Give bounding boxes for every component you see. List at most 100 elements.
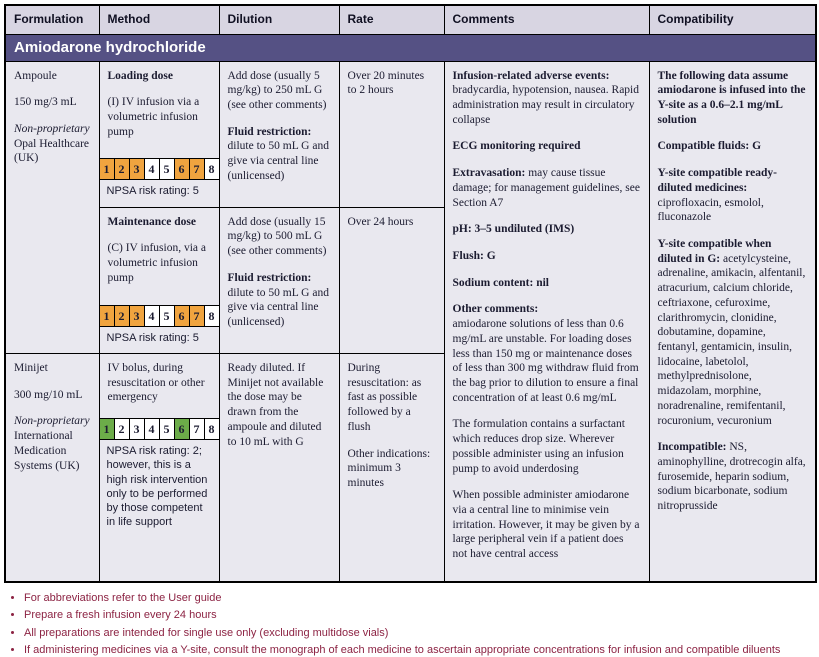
comment-extravasation: Extravasation: may cause tissue damage; … xyxy=(452,167,640,209)
npsa-scale-cell-7: 7 xyxy=(189,419,205,439)
npsa-scale-cell-6: 6 xyxy=(174,159,190,180)
row-ampoule-maintenance: Maintenance dose (C) IV infusion, via a … xyxy=(5,206,816,355)
rate-text: Over 20 minutes to 2 hours xyxy=(347,69,425,97)
comment-other: Other comments: amiodarone solutions of l… xyxy=(452,303,639,404)
rate-iv-bolus: During resuscitation: as fast as possibl… xyxy=(338,352,445,583)
compat-diluted-in-g: Y-site compatible when diluted in G: ace… xyxy=(657,237,806,427)
npsa-scale-cell-2: 2 xyxy=(114,159,130,180)
npsa-scale-cell-3: 3 xyxy=(129,159,145,180)
comment-surfactant: The formulation contains a surfactant wh… xyxy=(452,418,625,475)
npsa-scale-cell-5: 5 xyxy=(159,419,175,439)
row-minijet-bolus: Minijet 300 mg/10 mL Non-proprietary Int… xyxy=(4,352,816,583)
comment-sodium: Sodium content: nil xyxy=(452,276,550,289)
formulation-supplier: International Medication Systems (UK) xyxy=(14,430,80,472)
col-header-dilution: Dilution xyxy=(218,4,340,35)
formulation-ampoule: Ampoule 150 mg/3 mL Non-proprietary Opal… xyxy=(4,60,100,354)
compat-fluids: Compatible fluids: G xyxy=(657,140,762,153)
npsa-scale-cell-4: 4 xyxy=(144,419,160,439)
method-title: Loading dose xyxy=(107,69,174,82)
comment-central-line: When possible administer amiodarone via … xyxy=(452,489,640,561)
compatibility-cell: The following data assume amiodarone is … xyxy=(648,60,817,583)
method-title: Maintenance dose xyxy=(107,215,196,228)
npsa-scale-cell-1: 1 xyxy=(100,419,115,439)
npsa-scale-cell-8: 8 xyxy=(204,305,218,326)
dilution-text: Add dose (usually 5 mg/kg) to 250 mL G (… xyxy=(227,69,327,111)
method-description: Loading dose (I) IV infusion via a volum… xyxy=(100,62,218,158)
compat-ready-diluted: Y-site compatible ready-diluted medicine… xyxy=(657,167,777,224)
npsa-scale-cell-7: 7 xyxy=(189,305,205,326)
npsa-scale-cell-8: 8 xyxy=(204,159,218,180)
dilution-iv-bolus: Ready diluted. If Minijet not available … xyxy=(218,352,340,583)
comment-adverse-events: Infusion-related adverse events: bradyca… xyxy=(452,69,640,126)
npsa-scale-cell-5: 5 xyxy=(159,159,175,180)
method-loading-dose: Loading dose (I) IV infusion via a volum… xyxy=(98,60,220,208)
dilution-maintenance-dose: Add dose (usually 15 mg/kg) to 500 mL G … xyxy=(218,206,340,355)
formulation-licence: Non-proprietary xyxy=(14,122,90,135)
dilution-fluid-restriction: Fluid restriction: dilute to 50 mL G and… xyxy=(227,125,329,182)
npsa-scale-cell-2: 2 xyxy=(114,305,130,326)
compat-incompatible: Incompatible: NS, aminophylline, drotrec… xyxy=(657,441,806,513)
col-header-compatibility: Compatibility xyxy=(648,4,817,35)
comment-ecg: ECG monitoring required xyxy=(452,140,581,153)
dilution-fluid-restriction: Fluid restriction: dilute to 50 mL G and… xyxy=(227,271,329,329)
method-text: IV bolus, during resuscitation or other … xyxy=(107,362,205,404)
formulation-form: Minijet xyxy=(14,362,48,374)
formulation-form: Ampoule xyxy=(14,69,57,82)
method-maintenance-dose: Maintenance dose (C) IV infusion, via a … xyxy=(98,206,220,355)
npsa-scale-cell-7: 7 xyxy=(189,159,205,180)
col-header-method: Method xyxy=(98,4,220,35)
comments-cell: Infusion-related adverse events: bradyca… xyxy=(443,60,650,583)
footnote-fresh-infusion: Prepare a fresh infusion every 24 hours xyxy=(24,608,815,622)
dilution-loading-dose: Add dose (usually 5 mg/kg) to 250 mL G (… xyxy=(218,60,340,208)
rate-other-indications: Other indications: minimum 3 minutes xyxy=(347,447,431,490)
dilution-text: Add dose (usually 15 mg/kg) to 500 mL G … xyxy=(227,215,327,258)
npsa-scale-cell-1: 1 xyxy=(100,305,115,326)
npsa-risk-rating: NPSA risk rating: 5 xyxy=(106,331,199,344)
formulation-licence: Non-proprietary xyxy=(14,415,90,428)
formulation-strength: 150 mg/3 mL xyxy=(14,96,77,109)
footnote-single-use: All preparations are intended for single… xyxy=(24,626,815,640)
col-header-rate: Rate xyxy=(338,4,445,35)
npsa-risk-rating: NPSA risk rating: 5 xyxy=(106,185,199,198)
npsa-scale-cell-5: 5 xyxy=(159,305,175,326)
rate-maintenance-dose: Over 24 hours xyxy=(338,206,445,355)
medicine-table: Formulation Method Dilution Rate Comment… xyxy=(4,4,817,583)
npsa-scale-cell-8: 8 xyxy=(204,419,218,439)
npsa-scale-cell-4: 4 xyxy=(144,159,160,180)
formulation-minijet: Minijet 300 mg/10 mL Non-proprietary Int… xyxy=(4,352,100,583)
npsa-scale-cell-6: 6 xyxy=(174,305,190,326)
npsa-scale-cell-1: 1 xyxy=(100,159,115,180)
footnote-y-site: If administering medicines via a Y-site,… xyxy=(24,643,815,657)
drug-title-row: Amiodarone hydrochloride xyxy=(4,33,817,62)
drug-name: Amiodarone hydrochloride xyxy=(4,33,817,62)
comment-ph: pH: 3–5 undiluted (IMS) xyxy=(452,223,575,236)
method-text: (I) IV infusion via a volumetric infusio… xyxy=(107,96,200,138)
col-header-comments: Comments xyxy=(443,4,650,35)
column-header-row: Formulation Method Dilution Rate Comment… xyxy=(4,4,817,35)
method-description: Maintenance dose (C) IV infusion, via a … xyxy=(100,208,218,304)
formulation-strength: 300 mg/10 mL xyxy=(14,388,83,401)
npsa-scale-cell-3: 3 xyxy=(129,305,145,326)
method-description: IV bolus, during resuscitation or other … xyxy=(100,355,218,418)
monograph-page: Formulation Method Dilution Rate Comment… xyxy=(0,0,819,609)
npsa-risk-rating: NPSA risk rating: 2; however, this is a … xyxy=(106,445,208,529)
npsa-scale-cell-4: 4 xyxy=(144,305,160,326)
footnote-abbreviations: For abbreviations refer to the User guid… xyxy=(24,591,815,605)
npsa-scale-cell-6: 6 xyxy=(174,419,190,439)
col-header-formulation: Formulation xyxy=(4,4,100,35)
method-iv-bolus: IV bolus, during resuscitation or other … xyxy=(98,352,220,583)
comment-flush: Flush: G xyxy=(452,249,496,262)
npsa-scale-cell-2: 2 xyxy=(114,419,130,439)
formulation-supplier: Opal Healthcare (UK) xyxy=(14,137,90,165)
npsa-scale-cell-3: 3 xyxy=(129,419,145,439)
rate-loading-dose: Over 20 minutes to 2 hours xyxy=(338,60,445,208)
rate-resuscitation: During resuscitation: as fast as possibl… xyxy=(347,362,422,433)
rate-text: Over 24 hours xyxy=(347,215,414,228)
footnotes-list: For abbreviations refer to the User guid… xyxy=(4,591,815,657)
compat-assumption: The following data assume amiodarone is … xyxy=(657,69,806,126)
dilution-text: Ready diluted. If Minijet not available … xyxy=(227,362,324,448)
method-text: (C) IV infusion, via a volumetric infusi… xyxy=(107,242,206,284)
